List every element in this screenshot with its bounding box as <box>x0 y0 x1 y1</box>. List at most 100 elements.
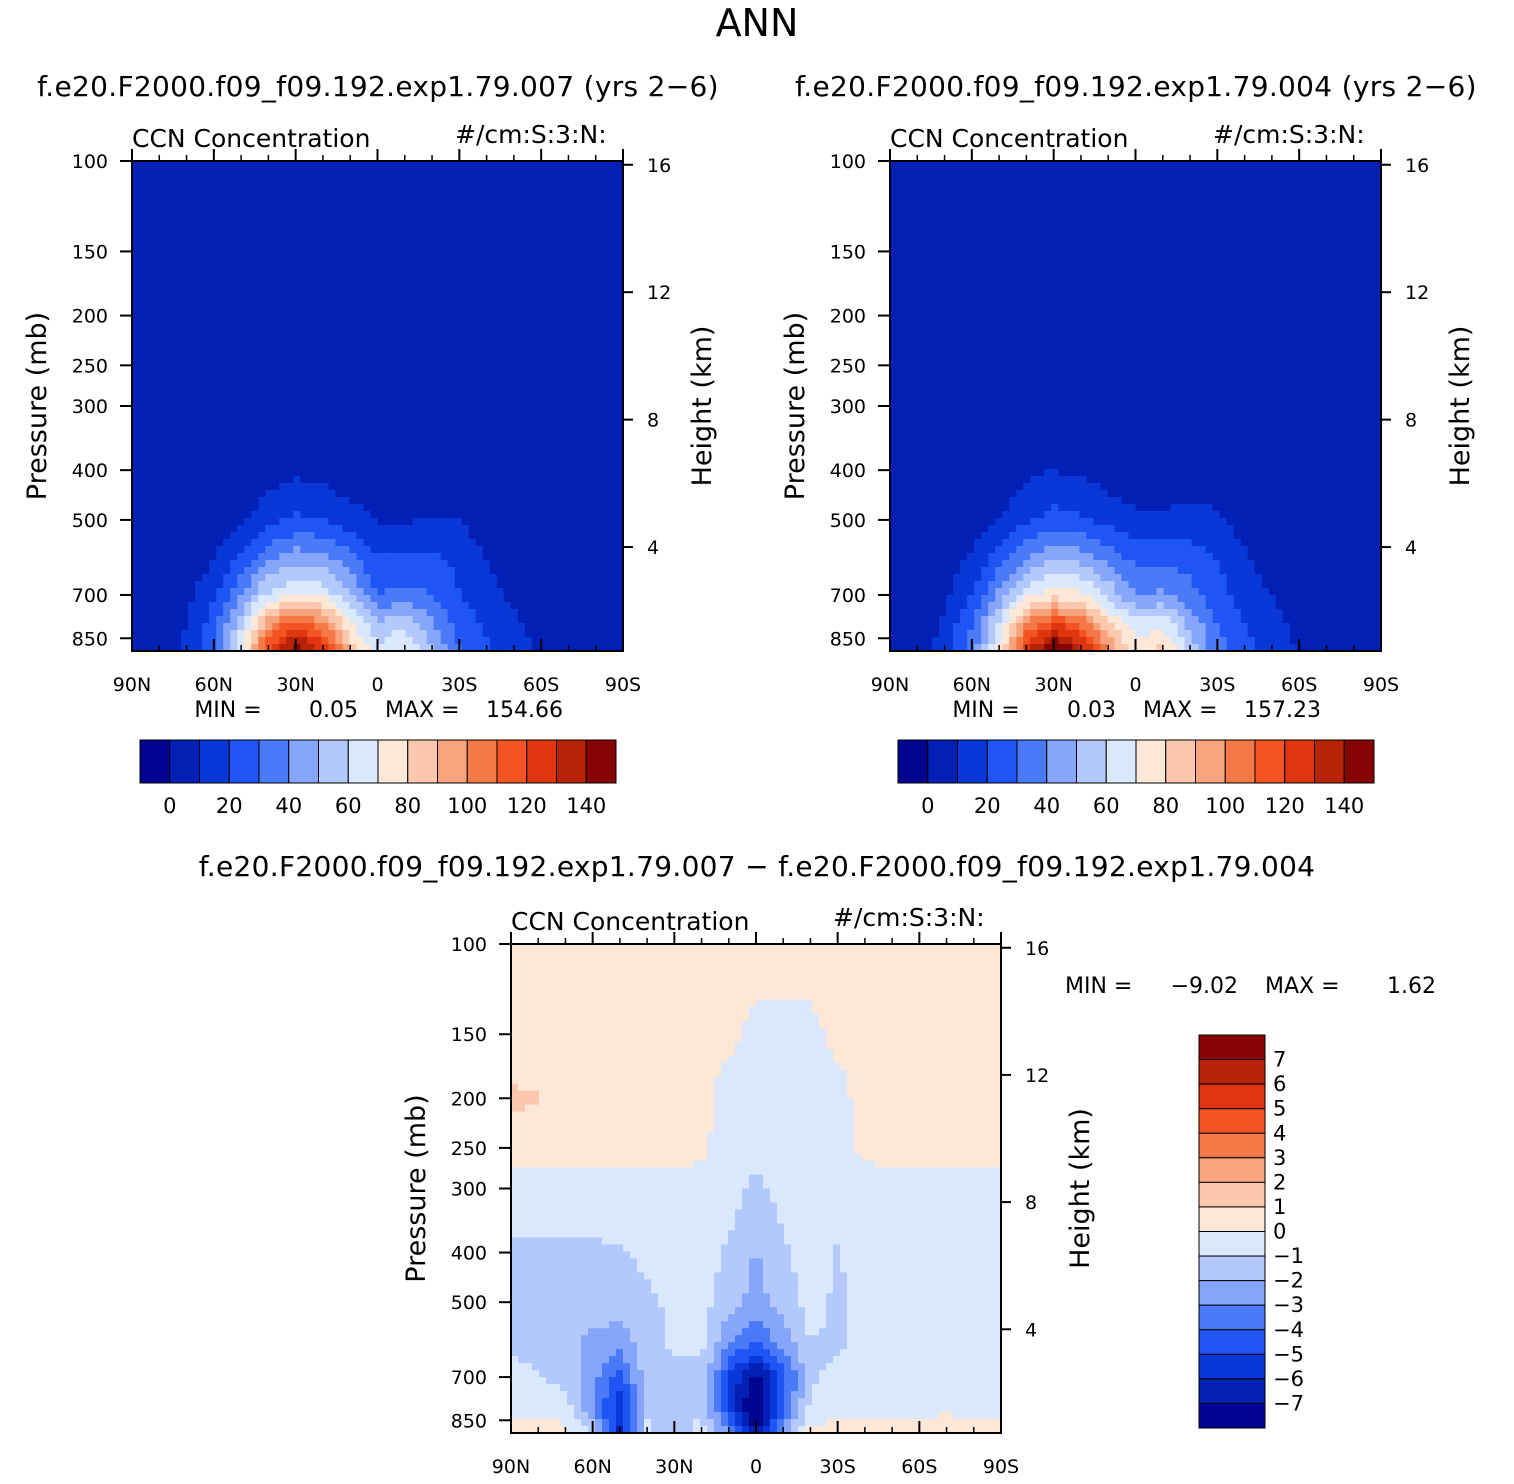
contour-cell <box>567 567 575 575</box>
contour-cell <box>349 630 357 638</box>
contour-cell <box>532 504 540 512</box>
contour-cell <box>441 511 449 519</box>
contour-cell <box>504 581 512 589</box>
contour-cell <box>504 560 512 568</box>
contour-cell <box>476 539 484 547</box>
contour-cell <box>363 560 371 568</box>
contour-cell <box>363 315 371 323</box>
contour-cell <box>518 252 526 260</box>
contour-cell <box>363 504 371 512</box>
contour-cell <box>244 189 252 197</box>
contour-cell <box>314 595 322 603</box>
contour-cell <box>251 203 259 211</box>
contour-cell <box>469 511 477 519</box>
contour-cell <box>483 567 491 575</box>
contour-cell <box>258 525 266 533</box>
contour-cell <box>532 161 540 169</box>
contour-cell <box>462 350 470 358</box>
contour-cell <box>497 427 505 435</box>
contour-cell <box>300 315 308 323</box>
contour-cell <box>399 364 407 372</box>
contour-cell <box>392 168 400 176</box>
contour-cell <box>307 336 315 344</box>
contour-cell <box>188 434 196 442</box>
contour-cell <box>427 329 435 337</box>
contour-cell <box>560 616 568 624</box>
contour-cell <box>265 350 273 358</box>
contour-cell <box>272 329 280 337</box>
contour-cell <box>174 581 182 589</box>
contour-cell <box>237 483 245 491</box>
contour-cell <box>279 336 287 344</box>
contour-cell <box>406 182 414 190</box>
contour-cell <box>567 343 575 351</box>
contour-cell <box>328 364 336 372</box>
contour-cell <box>462 476 470 484</box>
contour-cell <box>427 553 435 561</box>
contour-cell <box>349 406 357 414</box>
contour-cell <box>588 182 596 190</box>
contour-cell <box>525 196 533 204</box>
contour-cell <box>588 280 596 288</box>
contour-cell <box>469 413 477 421</box>
contour-cell <box>202 413 210 421</box>
contour-cell <box>237 203 245 211</box>
contour-cell <box>427 238 435 246</box>
contour-cell <box>356 427 364 435</box>
contour-cell <box>139 567 147 575</box>
contour-cell <box>455 252 463 260</box>
contour-cell <box>335 455 343 463</box>
contour-cell <box>476 266 484 274</box>
contour-cell <box>216 224 224 232</box>
contour-cell <box>174 427 182 435</box>
contour-cell <box>251 350 259 358</box>
contour-cell <box>328 581 336 589</box>
contour-cell <box>279 602 287 610</box>
contour-cell <box>609 406 617 414</box>
contour-cell <box>209 616 217 624</box>
contour-cell <box>167 245 175 253</box>
contour-cell <box>251 588 259 596</box>
contour-cell <box>167 427 175 435</box>
contour-cell <box>413 413 421 421</box>
contour-cell <box>427 364 435 372</box>
contour-cell <box>427 280 435 288</box>
contour-cell <box>314 476 322 484</box>
contour-cell <box>181 280 189 288</box>
contour-cell <box>167 637 175 645</box>
contour-cell <box>335 308 343 316</box>
contour-cell <box>511 231 519 239</box>
contour-cell <box>181 406 189 414</box>
contour-cell <box>420 448 428 456</box>
contour-cell <box>595 567 603 575</box>
contour-cell <box>602 364 610 372</box>
contour-cell <box>511 266 519 274</box>
contour-cell <box>462 371 470 379</box>
contour-cell <box>546 315 554 323</box>
contour-cell <box>160 378 168 386</box>
contour-cell <box>370 259 378 267</box>
contour-cell <box>356 476 364 484</box>
contour-cell <box>251 392 259 400</box>
contour-cell <box>286 455 294 463</box>
contour-cell <box>574 637 582 645</box>
contour-cell <box>518 539 526 547</box>
contour-cell <box>518 567 526 575</box>
contour-cell <box>314 581 322 589</box>
contour-cell <box>279 273 287 281</box>
contour-cell <box>174 392 182 400</box>
contour-cell <box>546 161 554 169</box>
contour-cell <box>356 301 364 309</box>
panel-3-case-title: f.e20.F2000.f09_f09.192.exp1.79.007 − f.… <box>199 850 1316 883</box>
contour-cell <box>244 427 252 435</box>
contour-cell <box>293 455 301 463</box>
contour-cell <box>462 196 470 204</box>
contour-cell <box>349 399 357 407</box>
contour-cell <box>553 490 561 498</box>
contour-cell <box>307 546 315 554</box>
contour-cell <box>553 539 561 547</box>
contour-cell <box>244 273 252 281</box>
contour-cell <box>595 364 603 372</box>
contour-cell <box>595 581 603 589</box>
contour-cell <box>202 301 210 309</box>
